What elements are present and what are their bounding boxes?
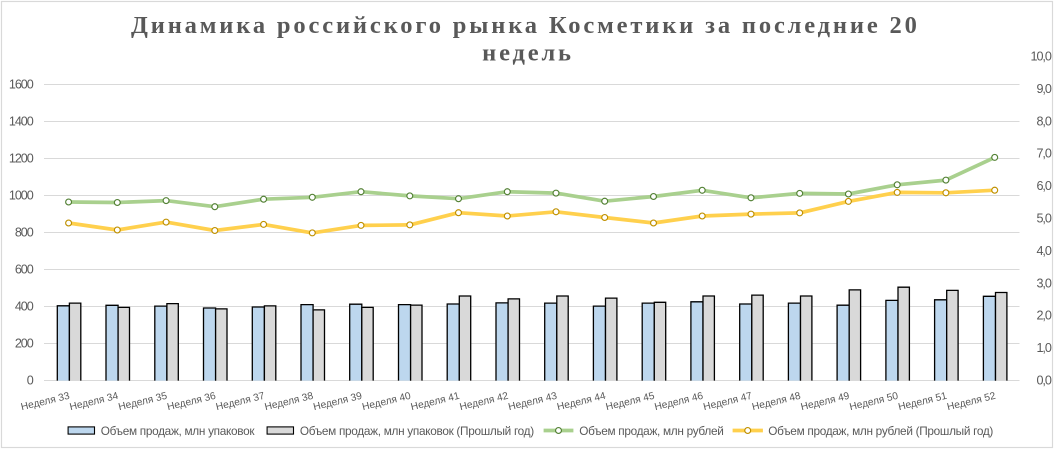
svg-text:3,0: 3,0	[1036, 276, 1051, 290]
svg-text:7,0: 7,0	[1036, 147, 1051, 161]
svg-text:800: 800	[15, 226, 34, 240]
svg-text:4,0: 4,0	[1036, 244, 1051, 258]
svg-text:2,0: 2,0	[1036, 309, 1051, 323]
svg-text:8,0: 8,0	[1036, 114, 1051, 128]
svg-text:1600: 1600	[9, 78, 34, 92]
svg-text:6,0: 6,0	[1036, 179, 1051, 193]
svg-text:600: 600	[15, 263, 34, 277]
svg-text:0: 0	[27, 373, 34, 387]
svg-text:Объем продаж, млн упаковок (Пр: Объем продаж, млн упаковок (Прошлый год)	[300, 424, 534, 438]
svg-text:1,0: 1,0	[1036, 341, 1051, 355]
svg-text:1200: 1200	[9, 152, 34, 166]
svg-text:недель: недель	[482, 39, 574, 66]
svg-text:Объем продаж, млн рублей (Прош: Объем продаж, млн рублей (Прошлый год)	[768, 424, 993, 438]
svg-text:200: 200	[15, 336, 34, 350]
svg-text:0,0: 0,0	[1036, 373, 1051, 387]
svg-text:Динамика российского рынка Кос: Динамика российского рынка Косметики за …	[131, 12, 920, 39]
svg-text:Объем продаж, млн рублей: Объем продаж, млн рублей	[579, 424, 723, 438]
svg-text:Объем продаж, млн упаковок: Объем продаж, млн упаковок	[101, 424, 256, 438]
svg-text:9,0: 9,0	[1036, 82, 1051, 96]
svg-text:10,0: 10,0	[1030, 50, 1051, 64]
svg-text:5,0: 5,0	[1036, 212, 1051, 226]
svg-text:1000: 1000	[9, 189, 34, 203]
svg-text:1400: 1400	[9, 115, 34, 129]
svg-text:400: 400	[15, 300, 34, 314]
